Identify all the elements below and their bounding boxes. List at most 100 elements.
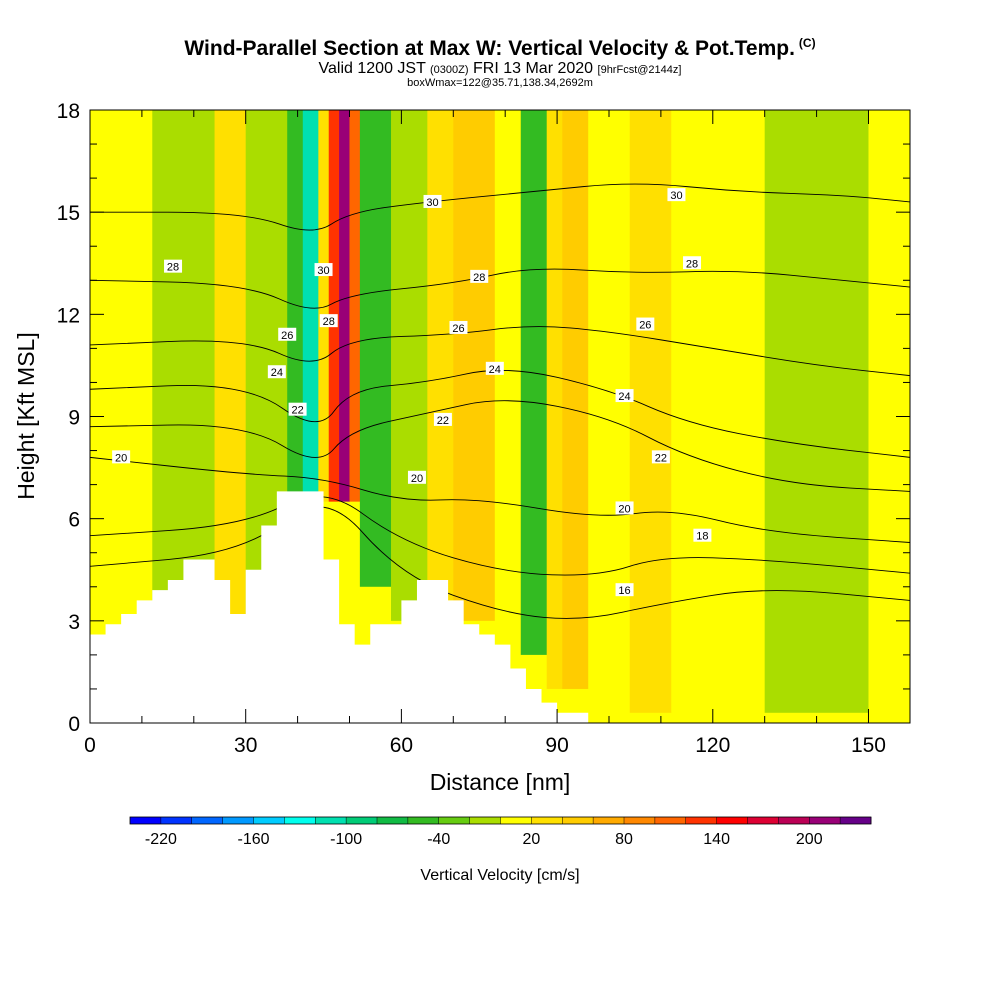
valid-date: FRI 13 Mar 2020 xyxy=(473,60,594,77)
contour-label-text: 26 xyxy=(639,320,651,332)
contour-label-text: 28 xyxy=(686,258,698,270)
velocity-cell xyxy=(520,110,548,655)
terrain-mask xyxy=(90,491,910,723)
contour-label: 26 xyxy=(636,317,655,332)
colorbar-swatch xyxy=(160,817,193,824)
colorbar-tick-label: 140 xyxy=(703,831,730,848)
chart-title-text: Wind-Parallel Section at Max W: Vertical… xyxy=(184,37,795,60)
contour-label-text: 30 xyxy=(317,265,329,277)
x-tick-label: 150 xyxy=(851,734,886,757)
chart-title: Wind-Parallel Section at Max W: Vertical… xyxy=(0,36,1000,61)
colorbar-swatch xyxy=(253,817,285,824)
contour-label-text: 22 xyxy=(291,405,303,417)
contour-label-text: 20 xyxy=(618,503,630,515)
contour-label-text: 20 xyxy=(115,452,127,464)
contour-label-text: 18 xyxy=(696,531,708,543)
contour-label: 30 xyxy=(667,188,686,202)
y-tick-label: 0 xyxy=(68,713,80,736)
forecast-info: [9hrFcst@2144z] xyxy=(597,64,682,76)
velocity-cell xyxy=(349,110,361,502)
colorbar-swatch xyxy=(315,817,347,824)
theta-contours xyxy=(90,183,910,619)
contour-label: 22 xyxy=(433,412,452,427)
y-axis-label: Height [Kft MSL] xyxy=(13,332,39,499)
velocity-cell xyxy=(359,110,392,587)
colorbar-swatch xyxy=(809,817,841,824)
colorbar-swatch xyxy=(500,817,532,824)
colorbar-swatch xyxy=(469,817,501,824)
contour-label-text: 26 xyxy=(452,323,464,335)
colorbar-swatch xyxy=(438,817,471,824)
colorbar-swatch xyxy=(840,817,872,824)
contour-label-text: 28 xyxy=(323,316,335,328)
colorbar-swatch xyxy=(685,817,718,824)
velocity-cell xyxy=(302,110,319,502)
colorbar-swatch xyxy=(130,817,162,824)
colorbar-tick-label: 200 xyxy=(796,831,823,848)
velocity-cell xyxy=(562,110,589,689)
velocity-cell xyxy=(816,110,869,713)
colorbar-title: Vertical Velocity [cm/s] xyxy=(420,867,579,884)
box-wmax-info: boxWmax=122@35.71,138.34,2692m xyxy=(407,77,593,89)
contour-label: 30 xyxy=(314,263,333,277)
x-axis: 0 30 60 90 120 150 xyxy=(84,110,886,757)
contour-label: 28 xyxy=(470,269,489,284)
isentrope-24 xyxy=(90,369,910,458)
contour-label-text: 20 xyxy=(411,473,423,485)
colorbar-swatch xyxy=(346,817,378,824)
x-tick-label: 30 xyxy=(234,734,257,757)
contour-label: 22 xyxy=(651,450,670,464)
colorbar-tick-label: 80 xyxy=(615,831,633,848)
colorbar-swatch xyxy=(593,817,625,824)
contour-label: 20 xyxy=(615,501,634,515)
colorbar-tick-label: 20 xyxy=(522,831,540,848)
valid-time-line: Valid 1200 JST (0300Z) FRI 13 Mar 2020 [… xyxy=(0,60,1000,78)
contour-label-text: 22 xyxy=(655,452,667,464)
velocity-cell xyxy=(328,110,340,502)
y-tick-label: 6 xyxy=(68,509,80,532)
contour-label: 26 xyxy=(449,320,468,335)
valid-prefix: Valid 1200 JST xyxy=(318,60,426,77)
isentrope-22 xyxy=(90,400,910,492)
contour-label: 28 xyxy=(683,256,702,270)
contour-labels: 20 28 22 24 26 30 28 20 22 26 28 24 30 16 20 18 22 24 26 28… xyxy=(112,188,712,597)
contour-label: 20 xyxy=(112,450,131,464)
x-tick-label: 0 xyxy=(84,734,96,757)
contour-label: 28 xyxy=(164,259,183,274)
isentrope-18 xyxy=(90,496,910,576)
contour-label-text: 28 xyxy=(167,262,179,274)
contour-label: 22 xyxy=(288,402,307,417)
contour-label-text: 30 xyxy=(670,190,682,202)
colorbar: -220 -160 -100 -40 20 80 140 200 xyxy=(129,816,872,848)
contour-label: 16 xyxy=(615,583,634,597)
x-tick-label: 60 xyxy=(390,734,413,757)
y-tick-label: 12 xyxy=(57,304,80,327)
contour-label-text: 22 xyxy=(437,415,449,427)
colorbar-tick-label: -220 xyxy=(145,831,177,848)
contour-label-text: 26 xyxy=(281,330,293,342)
colorbar-swatch xyxy=(191,817,224,824)
contour-label-text: 28 xyxy=(473,272,485,284)
isentrope-30 xyxy=(90,183,910,231)
isentrope-20 xyxy=(90,456,910,543)
velocity-cell xyxy=(588,110,631,706)
colorbar-swatch xyxy=(562,817,594,824)
colorbar-swatch xyxy=(222,817,254,824)
x-tick-label: 90 xyxy=(545,734,568,757)
colorbar-tick-label: -40 xyxy=(427,831,450,848)
contour-label-text: 16 xyxy=(618,585,630,597)
contour-label-text: 24 xyxy=(271,367,283,379)
x-axis-label: Distance [nm] xyxy=(430,769,571,795)
velocity-cell xyxy=(546,110,563,689)
velocity-cell xyxy=(712,110,766,713)
contour-label: 20 xyxy=(407,470,426,485)
contour-label-text: 24 xyxy=(618,391,630,403)
colorbar-swatch xyxy=(747,817,779,824)
contour-label: 30 xyxy=(423,194,442,209)
x-tick-label: 120 xyxy=(695,734,730,757)
colorbar-swatch xyxy=(407,817,440,824)
contour-label: 18 xyxy=(693,528,712,543)
isentrope-16 xyxy=(90,506,910,619)
contour-label: 26 xyxy=(278,327,297,342)
